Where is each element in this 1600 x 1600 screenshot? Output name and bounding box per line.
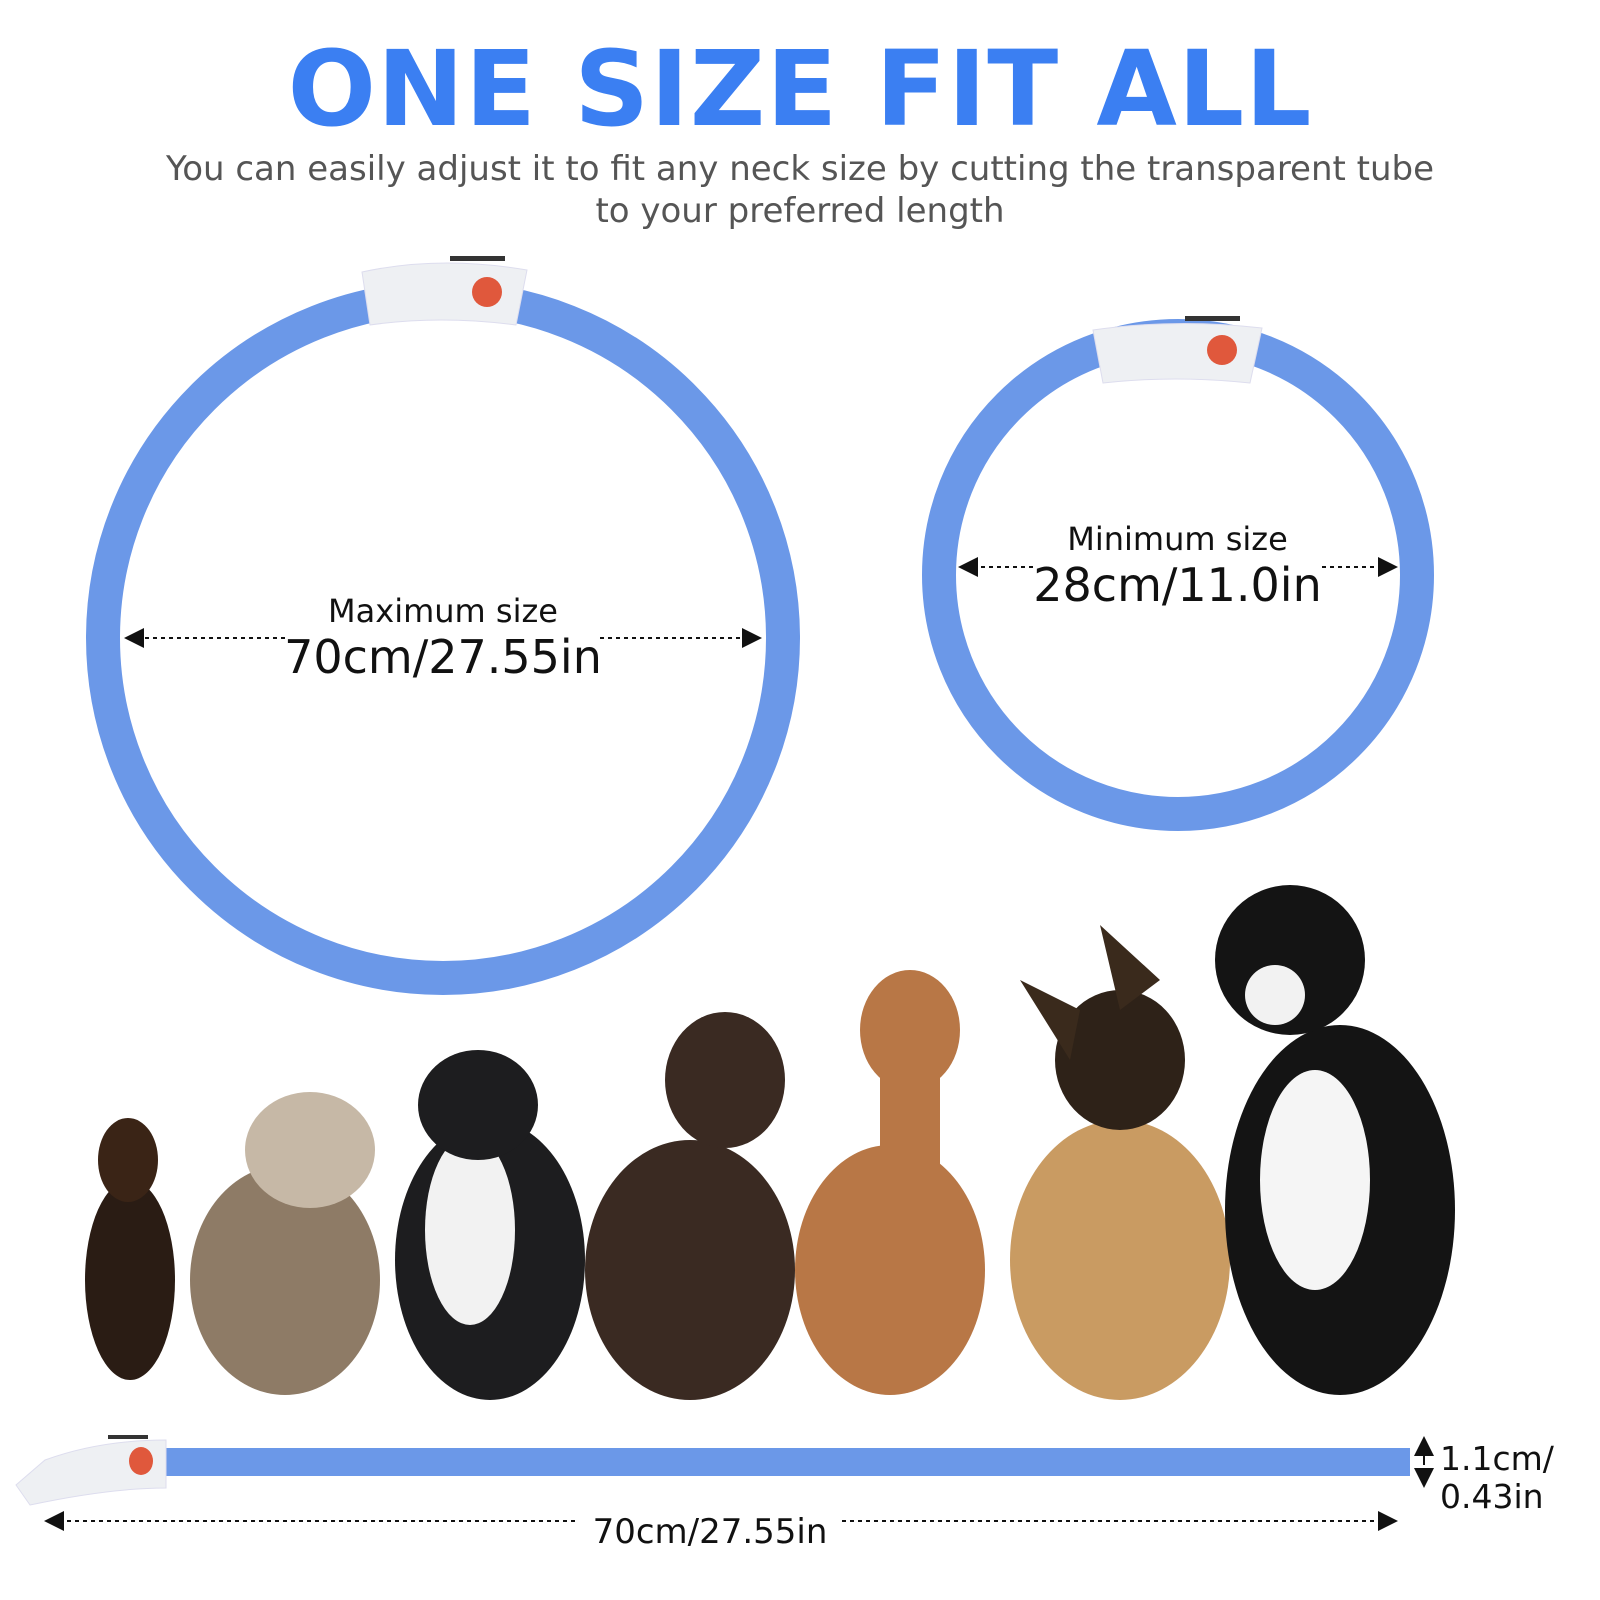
min-size-value: 28cm/11.0in	[1033, 558, 1322, 612]
subtitle-line: You can easily adjust it to fit any neck…	[165, 149, 1435, 189]
subtitle: You can easily adjust it to fit any neck…	[100, 148, 1500, 232]
max-size-value: 70cm/27.55in	[284, 630, 602, 684]
dog-labrador	[585, 1012, 795, 1400]
strip-length-label: 70cm/27.55in	[580, 1512, 840, 1552]
dog-vizsla	[795, 970, 985, 1395]
dog-border-collie	[395, 1050, 585, 1400]
max-size-title: Maximum size	[328, 592, 558, 630]
power-button-icon	[472, 277, 502, 307]
dogs-group	[85, 885, 1455, 1400]
subtitle-line: to your preferred length	[595, 191, 1005, 231]
power-button-icon	[129, 1447, 153, 1475]
thickness-cm: 1.1cm/	[1440, 1439, 1554, 1478]
dog-bulldog	[190, 1092, 380, 1395]
min-collar-clip	[1092, 316, 1263, 384]
dog-bernese	[1215, 885, 1455, 1395]
dog-pinscher	[85, 1118, 175, 1380]
page-title: ONE SIZE FIT ALL	[287, 28, 1313, 150]
strip-clip	[15, 1435, 167, 1506]
power-button-icon	[1207, 335, 1237, 365]
min-size-label: Minimum size 28cm/11.0in	[1030, 520, 1325, 612]
max-collar-clip	[361, 256, 528, 326]
max-size-label: Maximum size 70cm/27.55in	[268, 592, 618, 684]
thickness-in: 0.43in	[1440, 1477, 1544, 1516]
strip-thickness-label: 1.1cm/ 0.43in	[1440, 1440, 1554, 1516]
collar-tube-strip	[160, 1448, 1410, 1476]
min-size-title: Minimum size	[1067, 520, 1288, 558]
dog-german-shepherd	[1010, 925, 1230, 1400]
